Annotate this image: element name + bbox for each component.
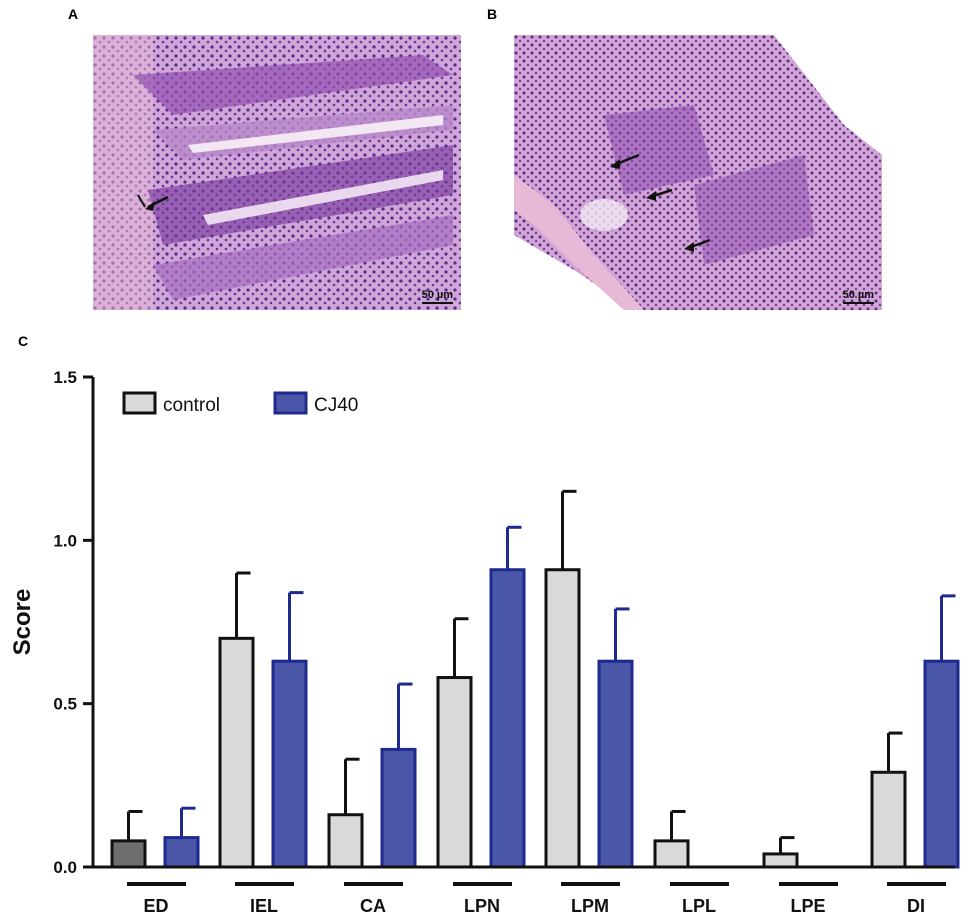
bar-control-IEL	[218, 636, 255, 869]
legend-swatch-control	[122, 391, 157, 415]
bar-cj40-LPN	[489, 568, 526, 869]
legend-label-cj40: CJ40	[314, 395, 358, 416]
x-tick-label-IEL: IEL	[250, 896, 278, 916]
micrograph-control: 50 µm	[93, 35, 461, 310]
micrograph-cj40-image	[514, 35, 882, 310]
scale-bar-a-label: 50 µm	[421, 289, 453, 301]
bar-control-LPL	[653, 839, 690, 869]
bar-control-LPN	[436, 676, 473, 869]
bar-cj40-DI	[923, 659, 960, 869]
micrograph-cj40: 50 µm	[514, 35, 882, 310]
y-tick-label-1: 0.5	[53, 695, 77, 714]
bar-control-LPE	[762, 852, 799, 869]
bar-control-LPM	[544, 568, 581, 869]
y-axis-label: Score	[9, 589, 36, 656]
x-tick-label-DI: DI	[907, 896, 925, 916]
legend-swatch-cj40	[273, 391, 308, 415]
scale-bar-a: 50 µm	[421, 289, 453, 304]
x-tick-label-CA: CA	[360, 896, 386, 916]
bar-cj40-ED	[163, 836, 200, 869]
bar-chart: 0.0 0.5 1.0 1.5 Score ED IEL CA LPN LPM LPL LPE DI co…	[9, 368, 960, 916]
micrograph-control-image	[93, 35, 461, 310]
bar-cj40-IEL	[271, 659, 308, 869]
y-tick-label-2: 1.0	[53, 531, 77, 550]
y-tick-label-3: 1.5	[53, 368, 77, 387]
legend-label-control: control	[163, 395, 220, 416]
scale-bar-b-label: 50 µm	[842, 289, 874, 301]
x-tick-label-LPN: LPN	[464, 896, 500, 916]
bar-control-ED	[110, 839, 147, 869]
panel-label-c: C	[18, 333, 29, 349]
y-tick-label-0: 0.0	[53, 858, 77, 877]
scale-bar-b-line	[842, 302, 874, 304]
bar-cj40-LPM	[597, 659, 634, 869]
panel-label-b: B	[487, 6, 498, 22]
bar-control-CA	[327, 813, 364, 869]
x-tick-label-LPL: LPL	[682, 896, 716, 916]
x-tick-label-LPE: LPE	[790, 896, 825, 916]
bar-cj40-CA	[380, 747, 417, 869]
panel-label-a: A	[68, 6, 79, 22]
bar-control-DI	[870, 770, 907, 869]
x-tick-label-LPM: LPM	[571, 896, 609, 916]
x-tick-label-ED: ED	[143, 896, 168, 916]
scale-bar-b: 50 µm	[842, 289, 874, 304]
scale-bar-a-line	[421, 302, 453, 304]
